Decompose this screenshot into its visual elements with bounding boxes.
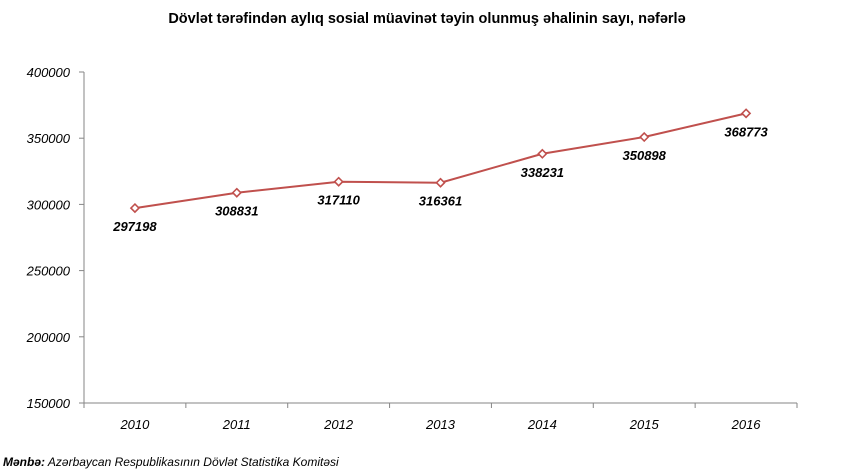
data-point-marker xyxy=(333,176,344,187)
data-point-marker xyxy=(231,187,242,198)
data-point-marker xyxy=(639,131,650,143)
x-tick-label: 2013 xyxy=(425,417,456,432)
y-tick-label: 350000 xyxy=(27,131,71,146)
data-label: 297198 xyxy=(112,219,157,234)
source-label: Mənbə: xyxy=(3,455,45,469)
source-note: Mənbə: Azərbaycan Respublikasının Dövlət… xyxy=(3,455,339,469)
data-labels: 297198 308831 317110 316361 338231 350898 3687… xyxy=(112,124,768,234)
x-tick-label: 2010 xyxy=(119,417,150,432)
y-tick-label: 250000 xyxy=(26,264,71,279)
y-tick-label: 400000 xyxy=(27,65,71,80)
y-axis-tick-labels: 150000 200000 250000 300000 350000 400000 xyxy=(26,65,71,411)
data-label: 350898 xyxy=(623,148,667,163)
y-tick-label: 150000 xyxy=(27,396,71,411)
data-point-marker xyxy=(129,202,141,214)
data-point-marker xyxy=(537,148,548,159)
x-tick-label: 2011 xyxy=(222,417,251,432)
axes xyxy=(79,71,798,408)
x-tick-label: 2014 xyxy=(527,417,557,432)
data-label: 368773 xyxy=(724,124,768,139)
x-tick-label: 2015 xyxy=(629,417,660,432)
x-tick-label: 2012 xyxy=(323,417,354,432)
chart-title: Dövlət tərəfindən aylıq sosial müavinət … xyxy=(168,11,686,27)
source-text: Azərbaycan Respublikasının Dövlət Statis… xyxy=(45,455,339,469)
y-tick-label: 300000 xyxy=(27,197,71,212)
x-tick-label: 2016 xyxy=(731,417,762,432)
data-label: 338231 xyxy=(521,165,564,180)
y-tick-label: 200000 xyxy=(26,330,71,345)
data-point-marker xyxy=(435,177,446,188)
series-markers xyxy=(129,108,752,214)
data-label: 308831 xyxy=(215,204,258,219)
data-label: 317110 xyxy=(317,193,360,208)
x-axis-tick-labels: 2010 2011 2012 2013 2014 2015 2016 xyxy=(119,417,761,432)
data-label: 316361 xyxy=(419,194,462,209)
data-point-marker xyxy=(740,108,752,119)
